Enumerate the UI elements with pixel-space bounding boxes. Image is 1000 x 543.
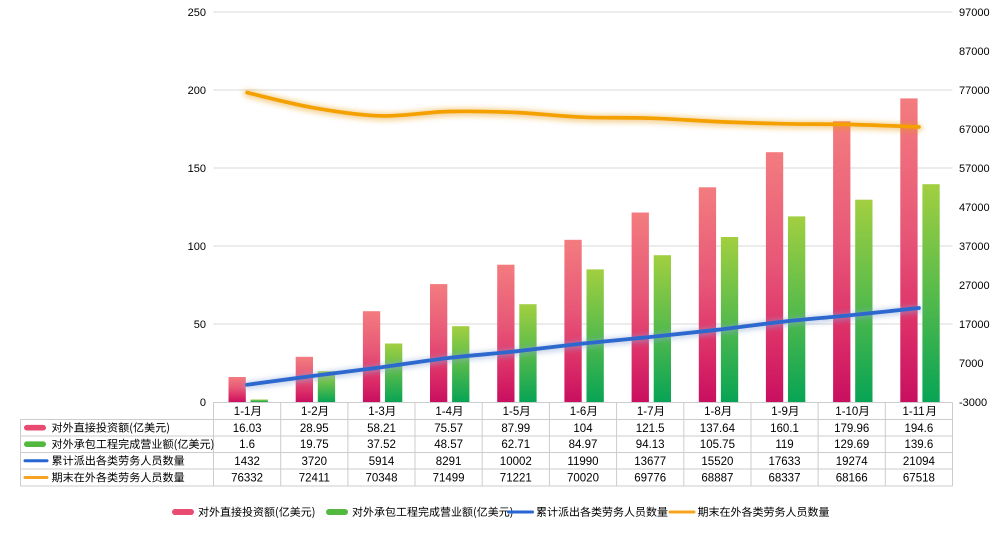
svg-text:50: 50 xyxy=(194,319,206,331)
svg-text:150: 150 xyxy=(188,163,206,175)
svg-text:1.6: 1.6 xyxy=(239,439,255,451)
svg-text:5914: 5914 xyxy=(369,456,395,468)
svg-text:58.21: 58.21 xyxy=(367,423,396,435)
svg-text:84.97: 84.97 xyxy=(569,439,598,451)
svg-text:160.1: 160.1 xyxy=(770,423,799,435)
svg-text:179.96: 179.96 xyxy=(834,423,869,435)
svg-text:3720: 3720 xyxy=(302,456,328,468)
svg-text:137.64: 137.64 xyxy=(700,423,736,435)
svg-text:94.13: 94.13 xyxy=(636,439,665,451)
svg-text:76332: 76332 xyxy=(231,473,263,485)
svg-text:1-11: 1-11 xyxy=(903,406,925,418)
svg-text:1-1: 1-1 xyxy=(234,406,251,418)
svg-text:1-6: 1-6 xyxy=(570,406,587,418)
svg-text:-3000: -3000 xyxy=(959,397,987,409)
svg-text:1-9: 1-9 xyxy=(771,406,788,418)
svg-text:77000: 77000 xyxy=(959,85,990,97)
svg-text:57000: 57000 xyxy=(959,163,990,175)
svg-text:28.95: 28.95 xyxy=(300,423,329,435)
svg-text:67000: 67000 xyxy=(959,124,990,136)
svg-text:1-2: 1-2 xyxy=(301,406,318,418)
svg-text:139.6: 139.6 xyxy=(905,439,934,451)
svg-text:10002: 10002 xyxy=(500,456,532,468)
svg-text:19274: 19274 xyxy=(836,456,869,468)
svg-text:67518: 67518 xyxy=(903,473,935,485)
svg-text:200: 200 xyxy=(188,85,206,97)
svg-text:68337: 68337 xyxy=(769,473,801,485)
svg-text:13677: 13677 xyxy=(634,456,666,468)
svg-text:121.5: 121.5 xyxy=(636,423,665,435)
svg-text:15520: 15520 xyxy=(701,456,733,468)
svg-text:72411: 72411 xyxy=(299,473,330,485)
svg-text:87.99: 87.99 xyxy=(501,423,530,435)
svg-text:17000: 17000 xyxy=(959,319,990,331)
svg-text:17633: 17633 xyxy=(769,456,801,468)
svg-text:37000: 37000 xyxy=(959,241,990,253)
svg-text:37.52: 37.52 xyxy=(367,439,396,451)
svg-text:250: 250 xyxy=(188,7,206,19)
svg-text:1-4: 1-4 xyxy=(435,406,452,418)
svg-text:194.6: 194.6 xyxy=(905,423,934,435)
svg-text:21094: 21094 xyxy=(903,456,936,468)
svg-text:47000: 47000 xyxy=(959,202,990,214)
svg-text:27000: 27000 xyxy=(959,280,990,292)
svg-text:87000: 87000 xyxy=(959,46,990,58)
svg-text:105.75: 105.75 xyxy=(700,439,735,451)
svg-text:19.75: 19.75 xyxy=(300,439,329,451)
svg-text:71499: 71499 xyxy=(433,473,465,485)
svg-text:104: 104 xyxy=(573,423,593,435)
svg-text:1-10: 1-10 xyxy=(835,406,858,418)
svg-text:70020: 70020 xyxy=(567,473,599,485)
svg-text:0: 0 xyxy=(200,397,206,409)
svg-text:119: 119 xyxy=(775,439,793,451)
svg-text:1432: 1432 xyxy=(234,456,260,468)
svg-text:8291: 8291 xyxy=(436,456,462,468)
svg-text:62.71: 62.71 xyxy=(501,439,530,451)
svg-text:71221: 71221 xyxy=(500,473,532,485)
svg-text:48.57: 48.57 xyxy=(434,439,463,451)
svg-text:69776: 69776 xyxy=(634,473,666,485)
svg-text:1-8: 1-8 xyxy=(704,406,721,418)
svg-text:16.03: 16.03 xyxy=(233,423,262,435)
svg-text:11990: 11990 xyxy=(567,456,598,468)
svg-text:1-3: 1-3 xyxy=(368,406,385,418)
svg-text:1-7: 1-7 xyxy=(637,406,654,418)
svg-text:68887: 68887 xyxy=(701,473,733,485)
svg-text:68166: 68166 xyxy=(836,473,868,485)
svg-text:97000: 97000 xyxy=(959,7,990,19)
svg-text:70348: 70348 xyxy=(366,473,398,485)
svg-text:129.69: 129.69 xyxy=(834,439,869,451)
svg-text:75.57: 75.57 xyxy=(434,423,463,435)
svg-text:7000: 7000 xyxy=(959,358,983,370)
svg-text:100: 100 xyxy=(188,241,206,253)
svg-text:1-5: 1-5 xyxy=(503,406,520,418)
